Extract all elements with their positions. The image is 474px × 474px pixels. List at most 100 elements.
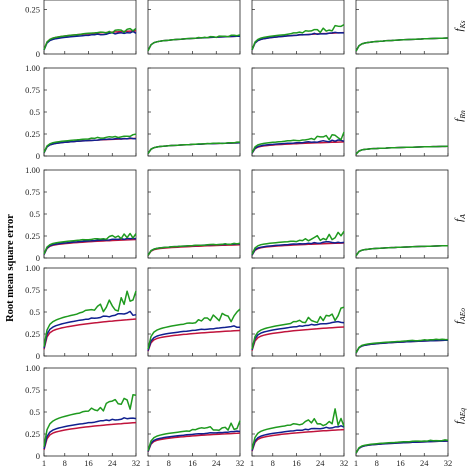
panel-r4-c3: [251, 267, 345, 357]
panel-r3-c4: [355, 169, 449, 259]
blue-series-line: [251, 240, 345, 256]
y-tick-label: 0.25: [25, 231, 40, 241]
y-tick-label: 0.75: [25, 187, 40, 197]
row-label-4: fAEo: [453, 308, 467, 324]
x-tick-label: 1: [250, 458, 254, 468]
blue-series-line: [355, 440, 449, 454]
green-series-line: [43, 133, 137, 153]
panel-frame: [251, 367, 345, 457]
green-series-line: [251, 230, 345, 255]
row-label-sub: A: [458, 214, 467, 220]
panel-frame: [355, 67, 449, 157]
green-series-line: [251, 23, 345, 51]
panel-r5-c4: 1 8 16 24 32: [354, 367, 453, 468]
y-tick-label: 0.5: [29, 407, 40, 417]
row-label-sub: AEo: [458, 308, 467, 322]
panel-r5-c1: 0 0.25 0.5 0.75 1.00 1 8 16 24 32: [25, 363, 140, 468]
panel-frame: [43, 0, 137, 55]
y-tick-label: 0.5: [29, 307, 40, 317]
x-tick-label: 24: [316, 458, 325, 468]
row-label-3: fA: [453, 214, 467, 222]
panel-r1-c3: [251, 0, 345, 55]
row-label-5: fAEq: [453, 408, 467, 424]
y-tick-label: 1.00: [25, 263, 40, 273]
panel-r2-c3: [251, 67, 345, 157]
panel-frame: [147, 267, 241, 357]
row-label-sub: Rn: [458, 110, 467, 120]
y-tick-label: 0.75: [25, 85, 40, 95]
panel-frame: [147, 0, 241, 55]
blue-series-line: [43, 310, 137, 349]
panel-frame: [251, 0, 345, 55]
green-series-line: [355, 338, 449, 354]
y-tick-label: 0: [36, 351, 40, 361]
row-label-main: f: [453, 26, 465, 31]
x-tick-label: 8: [375, 458, 379, 468]
green-series-line: [355, 37, 449, 52]
x-tick-label: 16: [84, 458, 93, 468]
blue-series-line: [43, 30, 137, 51]
y-tick-label: 0: [36, 49, 40, 59]
blue-series-line: [251, 31, 345, 51]
y-tick-label: 0.25: [25, 429, 40, 439]
x-tick-label: 16: [292, 458, 301, 468]
row-label-main: f: [453, 319, 465, 324]
green-series-line: [147, 34, 241, 52]
red-series-line: [251, 242, 345, 256]
x-tick-label: 8: [271, 458, 275, 468]
panel-r1-c4: [355, 0, 449, 55]
blue-series-line: [147, 430, 241, 452]
green-series-line: [355, 439, 449, 454]
y-tick-label: 0.25: [25, 129, 40, 139]
panel-frame: [355, 169, 449, 259]
panel-r2-c1: 0 0.25 0.5 0.75 1.00: [25, 63, 137, 161]
x-tick-label: 1: [146, 458, 150, 468]
y-tick-label: 1.00: [25, 63, 40, 73]
green-series-line: [147, 308, 241, 350]
x-tick-label: 16: [396, 458, 405, 468]
y-tick-label: 0: [36, 253, 40, 263]
row-label-main: f: [453, 419, 465, 424]
red-series-line: [147, 329, 241, 352]
panel-grid: 00.2500.250.50.751.0000.250.50.751.0000.…: [25, 0, 452, 468]
panel-frame: [43, 267, 137, 357]
y-tick-label: 0.75: [25, 285, 40, 295]
panel-frame: [43, 367, 137, 457]
blue-series-line: [43, 417, 137, 450]
row-label-sub: Ks: [458, 20, 467, 29]
panel-r3-c1: 0 0.25 0.5 0.75 1.00: [25, 165, 137, 263]
x-tick-label: 32: [340, 458, 349, 468]
x-tick-label: 8: [63, 458, 67, 468]
panel-r4-c2: [147, 267, 241, 357]
y-tick-label: 0: [36, 451, 40, 461]
green-series-line: [355, 145, 449, 155]
x-tick-label: 1: [354, 458, 358, 468]
x-tick-label: 24: [212, 458, 221, 468]
panel-r3-c3: [251, 169, 345, 259]
row-label-main: f: [453, 217, 465, 222]
panel-r4-c1: 0 0.25 0.5 0.75 1.00: [25, 263, 137, 361]
green-series-line: [43, 290, 137, 347]
y-axis-label: Root mean square error: [5, 214, 16, 322]
red-series-line: [147, 244, 241, 257]
red-series-line: [43, 421, 137, 451]
y-tick-label: 0.25: [25, 329, 40, 339]
blue-series-line: [251, 425, 345, 451]
red-series-line: [251, 326, 345, 351]
red-series-line: [43, 238, 137, 255]
x-tick-label: 24: [420, 458, 429, 468]
x-tick-label: 8: [167, 458, 171, 468]
x-tick-label: 32: [132, 458, 141, 468]
green-series-line: [43, 394, 137, 447]
panel-r3-c2: [147, 169, 241, 259]
green-series-line: [43, 27, 137, 51]
row-label-2: fRn: [453, 110, 467, 122]
x-tick-label: 32: [236, 458, 245, 468]
red-series-line: [43, 318, 137, 350]
blue-series-line: [251, 139, 345, 154]
green-series-line: [43, 232, 137, 255]
x-tick-label: 32: [444, 458, 453, 468]
panel-r4-c4: [355, 267, 449, 357]
